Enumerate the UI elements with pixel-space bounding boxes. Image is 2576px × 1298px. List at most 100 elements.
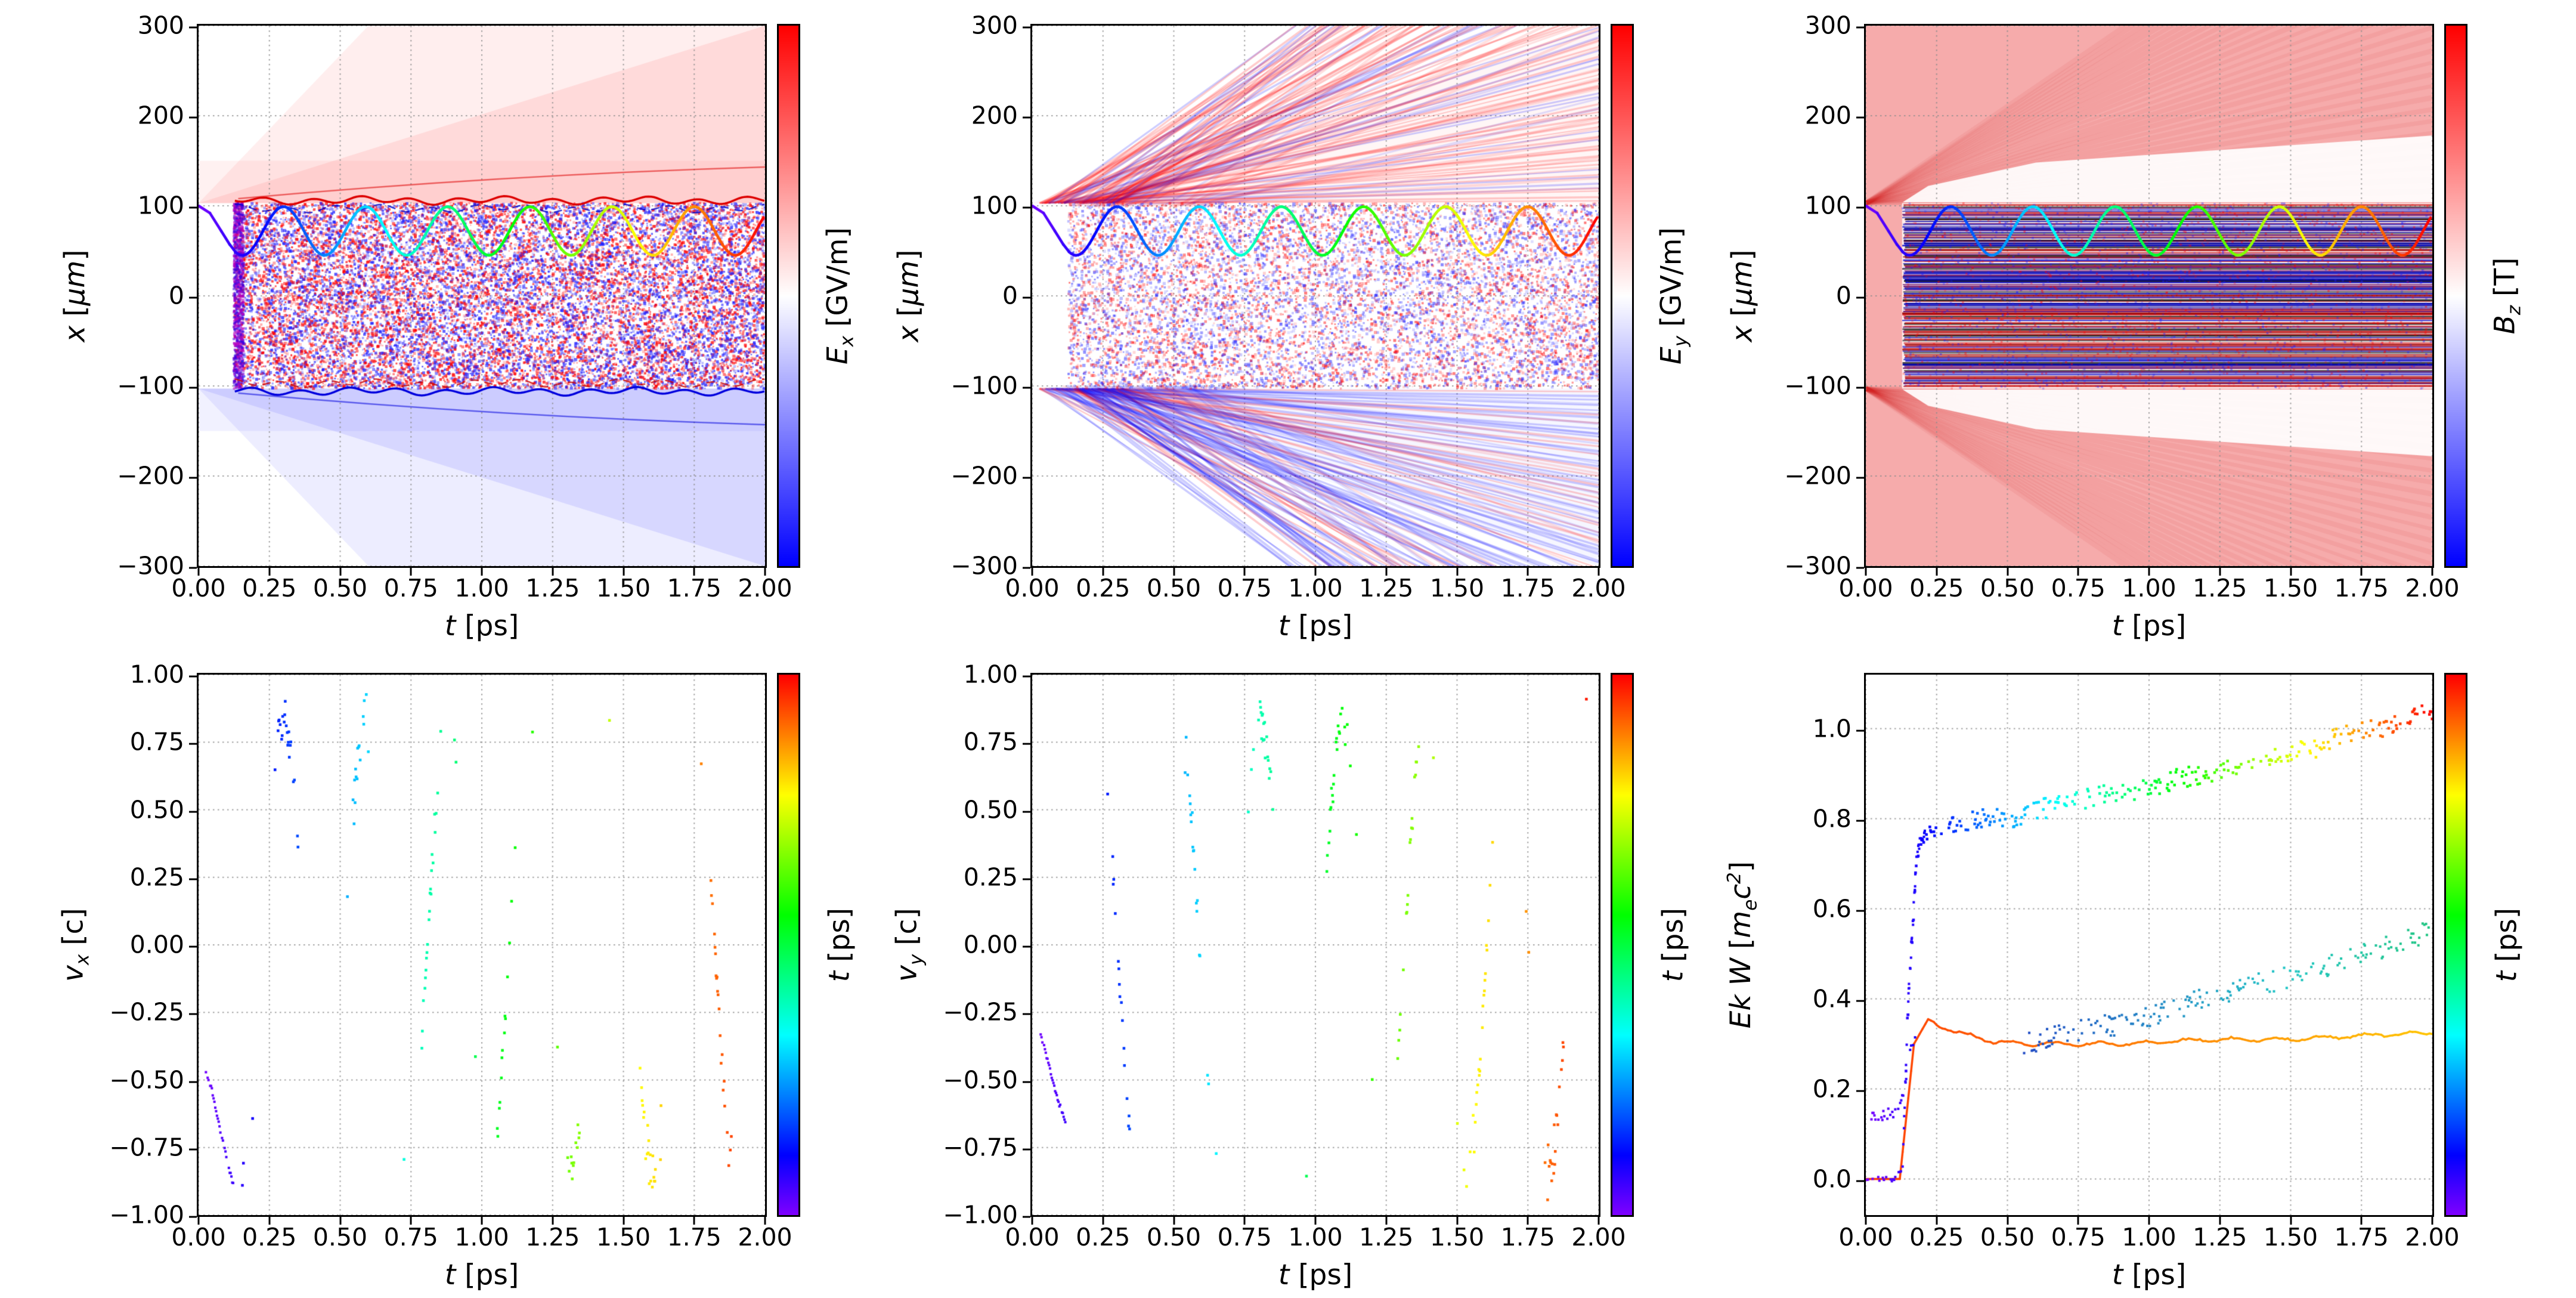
y-tick-mark	[1856, 910, 1864, 912]
y-tick-label: 1.0	[1812, 714, 1852, 743]
colorbar-gradient	[779, 26, 798, 566]
y-tick-label: 0.25	[129, 863, 184, 892]
x-tick-mark	[1314, 1217, 1317, 1225]
colorbar	[777, 24, 800, 568]
x-tick-mark	[1314, 568, 1317, 576]
y-tick-label: 1.00	[963, 660, 1018, 689]
x-tick-label: 0.75	[1217, 574, 1272, 602]
x-tick-mark	[339, 1217, 341, 1225]
x-tick-mark	[481, 568, 483, 576]
x-tick-label: 2.00	[1571, 574, 1626, 602]
y-tick-label: 300	[137, 11, 184, 40]
x-tick-label: 1.50	[1429, 574, 1485, 602]
y-tick-label: 0.00	[129, 930, 184, 959]
x-tick-label: 1.25	[1359, 1223, 1414, 1251]
y-tick-label: 0.25	[963, 863, 1018, 892]
y-tick-label: 0.00	[963, 930, 1018, 959]
x-tick-label: 1.50	[2263, 574, 2318, 602]
x-tick-label: 0.00	[1005, 1223, 1060, 1251]
y-tick-mark	[1856, 1180, 1864, 1182]
x-tick-mark	[1102, 568, 1104, 576]
y-tick-labels: 300 200 100 0 −100 −200 −300	[1756, 13, 1852, 578]
scatter-canvas-energy	[1866, 675, 2432, 1215]
y-tick-label: −200	[1784, 461, 1852, 490]
y-tick-label: 100	[137, 191, 184, 220]
colorbar-gradient	[779, 675, 798, 1215]
y-axis-label: vx [c]	[57, 908, 94, 982]
y-tick-label: 200	[137, 101, 184, 130]
y-tick-mark	[1023, 675, 1030, 678]
y-tick-label: −200	[117, 461, 184, 490]
y-tick-label: 300	[971, 11, 1018, 40]
colorbar	[1611, 24, 1634, 568]
y-tick-mark	[189, 878, 197, 880]
panel-vy-scatter: vy [c] 1.00 0.75 0.50 0.25 0.00 −0.25 −0.50 −0.…	[890, 662, 1689, 1291]
y-tick-mark	[1023, 1148, 1030, 1151]
x-tick-mark	[1385, 568, 1388, 576]
y-tick-mark	[1023, 743, 1030, 745]
colorbar-label: t [ps]	[823, 907, 856, 982]
y-tick-label: 0	[1002, 281, 1018, 310]
y-tick-mark	[1023, 567, 1030, 569]
y-tick-mark	[1023, 206, 1030, 209]
x-tick-mark	[2007, 568, 2008, 576]
x-tick-label: 0.00	[1838, 574, 1893, 602]
x-tick-label: 1.75	[2334, 1223, 2389, 1251]
x-tick-label: 0.00	[1005, 574, 1060, 602]
x-tick-label: 0.50	[1980, 574, 2035, 602]
heatmap-canvas-bz	[1866, 26, 2432, 566]
y-tick-label: 200	[1804, 101, 1852, 130]
y-tick-mark	[189, 206, 197, 209]
y-tick-label: −0.50	[943, 1065, 1018, 1094]
y-tick-mark	[1023, 387, 1030, 389]
x-tick-label: 1.00	[454, 1223, 509, 1251]
x-tick-label: 0.75	[1217, 1223, 1272, 1251]
x-axis-label: t [ps]	[2111, 610, 2187, 642]
plot-area	[1856, 24, 2434, 569]
y-tick-label: −0.25	[109, 997, 184, 1027]
y-tick-mark	[1856, 1090, 1864, 1092]
x-tick-label: 2.00	[1571, 1223, 1626, 1251]
x-tick-mark	[1031, 568, 1033, 576]
colorbar-gradient	[1612, 675, 1632, 1215]
x-tick-mark	[2148, 1217, 2150, 1225]
panel-ex-heatmap: x [μm] 300 200 100 0 −100 −200 −300 0.00 0.25 0.…	[59, 13, 858, 642]
y-tick-label: −1.00	[943, 1200, 1018, 1229]
y-tick-label: −0.75	[943, 1133, 1018, 1162]
x-tick-label: 1.75	[667, 574, 722, 602]
x-tick-label: 1.75	[667, 1223, 722, 1251]
colorbar-label: Bz [T]	[2488, 257, 2525, 335]
y-tick-label: 100	[971, 191, 1018, 220]
x-tick-mark	[339, 568, 341, 576]
y-tick-label: −100	[950, 371, 1018, 400]
x-tick-mark	[1102, 1217, 1104, 1225]
x-tick-label: 2.00	[738, 574, 792, 602]
plot-area	[1856, 673, 2434, 1217]
y-tick-label: −0.75	[109, 1133, 184, 1162]
x-tick-label: 1.75	[1500, 1223, 1555, 1251]
y-tick-mark	[1023, 296, 1030, 299]
x-tick-labels: 0.00 0.25 0.50 0.75 1.00 1.25 1.50 1.75 2.00	[1838, 1217, 2460, 1259]
colorbar-gradient	[2446, 26, 2466, 566]
x-tick-label: 0.25	[1076, 1223, 1131, 1251]
x-tick-mark	[268, 1217, 271, 1225]
x-axis-label: t [ps]	[444, 1259, 519, 1291]
x-tick-label: 0.50	[1980, 1223, 2035, 1251]
x-tick-label: 0.50	[312, 1223, 368, 1251]
plot-area	[1023, 24, 1600, 569]
x-tick-mark	[1936, 568, 1938, 576]
panel-energy-scatter: Ek W [mec2] 1.0 0.8 0.6 0.4 0.2 0.0 0.00 0.25 0…	[1723, 673, 2524, 1291]
x-tick-labels: 0.00 0.25 0.50 0.75 1.00 1.25 1.50 1.75 2.00	[1005, 1217, 1626, 1259]
x-tick-label: 1.75	[2334, 574, 2389, 602]
y-tick-mark	[189, 116, 197, 119]
x-tick-mark	[1173, 568, 1175, 576]
y-tick-mark	[1856, 567, 1864, 569]
heatmap-canvas-ex	[199, 26, 765, 566]
x-tick-mark	[623, 568, 624, 576]
x-tick-label: 0.25	[242, 1223, 297, 1251]
x-tick-label: 1.25	[1359, 574, 1414, 602]
x-tick-labels: 0.00 0.25 0.50 0.75 1.00 1.25 1.50 1.75 2.00	[1005, 568, 1626, 610]
x-tick-label: 0.25	[1909, 574, 1964, 602]
y-tick-labels: 1.0 0.8 0.6 0.4 0.2 0.0	[1756, 673, 1852, 1217]
y-tick-mark	[1023, 811, 1030, 812]
